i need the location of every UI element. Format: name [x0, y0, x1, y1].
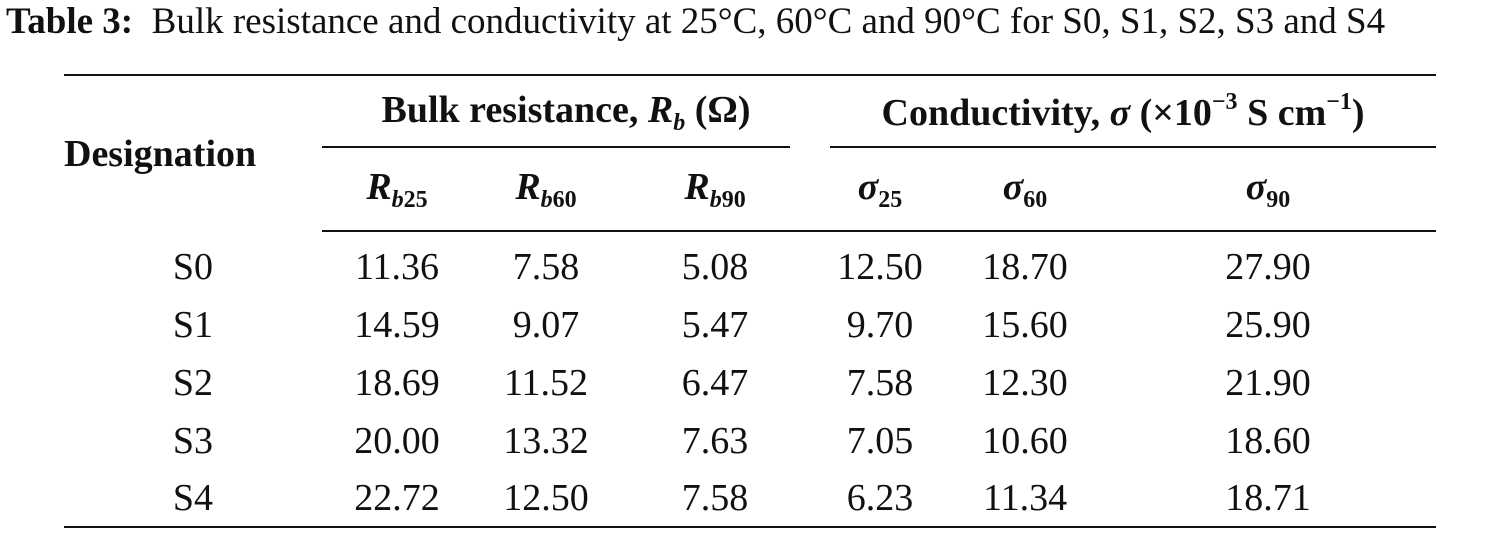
column-header-rb25: Rb25: [322, 148, 472, 232]
bulk-resistance-symbol: R: [647, 88, 674, 131]
cell-value: 18.71: [1100, 470, 1437, 528]
cell-value: 15.60: [982, 304, 1068, 346]
column-header-sigma25: σ25: [810, 148, 951, 232]
rb60-sub-italic: b: [540, 186, 553, 213]
cell-value: 27.90: [1225, 246, 1311, 288]
table-row: S4 22.72 12.50 7.58 6.23 11.34 18.71: [64, 470, 1437, 528]
data-table-container: Designation Bulk resistance, Rb (Ω) Cond…: [64, 74, 1437, 528]
cell-value: 5.08: [681, 246, 749, 288]
cell-value: 11.36: [354, 246, 440, 288]
table-header: Designation Bulk resistance, Rb (Ω) Cond…: [64, 74, 1437, 232]
rb25-sub-num: 25: [403, 186, 428, 213]
cell-value: 7.58: [620, 470, 811, 528]
rb60-sub-num: 60: [552, 186, 577, 213]
cell-value: 25.90: [1225, 304, 1311, 346]
cell-designation: S2: [172, 362, 214, 404]
table-caption: Table 3: Bulk resistance and conductivit…: [6, 0, 1385, 44]
conductivity-unit-exp: −3: [1211, 89, 1238, 115]
cell-value: 21.90: [1225, 362, 1311, 404]
sigma60-symbol: σ: [1002, 165, 1024, 208]
sigma25-sub-num: 25: [878, 186, 903, 213]
rb25-symbol: R: [366, 165, 392, 208]
sigma60-sub-num: 60: [1023, 186, 1048, 213]
sigma90-sub-num: 90: [1266, 186, 1291, 213]
rb60-symbol: R: [515, 165, 541, 208]
rb90-sub-num: 90: [721, 186, 746, 213]
conductivity-unit-prefix: (×10: [1139, 92, 1212, 134]
conductivity-symbol: σ: [1109, 92, 1131, 134]
designation-label: Designation: [64, 132, 257, 175]
group-header-conductivity: Conductivity, σ (×10−3 S cm−1): [810, 74, 1437, 149]
header-row-subcolumns: Rb25 Rb60 Rb90 σ25 σ60 σ90: [64, 148, 1437, 232]
column-header-sigma60: σ60: [950, 148, 1101, 232]
cell-value: 12.50: [472, 470, 620, 528]
table-body: S0 11.36 7.58 5.08 12.50 18.70 27.90 S1 14.59 9.0…: [64, 231, 1437, 528]
bulk-resistance-symbol-sub: b: [673, 109, 686, 136]
cell-value: 12.50: [837, 246, 923, 288]
cell-value: 12.30: [982, 362, 1068, 404]
cell-value: 22.72: [322, 470, 472, 528]
column-header-designation: Designation: [64, 74, 322, 231]
cell-value: 10.60: [982, 420, 1068, 462]
cell-value: 18.60: [1225, 420, 1311, 462]
cell-value: 7.58: [512, 246, 580, 288]
cell-designation: S1: [172, 304, 214, 346]
cell-value: 6.47: [681, 362, 749, 404]
sigma25-symbol: σ: [857, 165, 879, 208]
cell-value: 11.52: [503, 362, 589, 404]
cell-designation: S0: [172, 245, 214, 288]
conductivity-unit-exp2: −1: [1326, 89, 1352, 115]
table-row: S1 14.59 9.07 5.47 9.70 15.60 25.90: [64, 296, 1436, 354]
cell-value: 6.23: [810, 470, 951, 528]
cell-value: 9.07: [512, 304, 580, 346]
table-row: S2 18.69 11.52 6.47 7.58 12.30 21.90: [64, 354, 1436, 412]
conductivity-unit-mid: S cm: [1247, 92, 1327, 134]
cell-value: 7.63: [681, 420, 749, 462]
cell-value: 14.59: [354, 304, 440, 346]
column-header-rb90: Rb90: [620, 148, 811, 232]
cell-value: 7.58: [846, 362, 914, 404]
rb90-symbol: R: [684, 165, 710, 208]
header-row-groups: Designation Bulk resistance, Rb (Ω) Cond…: [64, 74, 1437, 231]
cell-value: 20.00: [354, 420, 440, 462]
rb25-sub-italic: b: [391, 186, 404, 213]
caption-label: Table 3:: [6, 1, 134, 42]
data-table: Designation Bulk resistance, Rb (Ω) Cond…: [64, 74, 1437, 528]
cell-designation: S4: [64, 470, 322, 528]
cell-value: 5.47: [681, 304, 749, 346]
cell-designation: S3: [172, 420, 214, 462]
table-row: S0 11.36 7.58 5.08 12.50 18.70 27.90: [64, 231, 1436, 296]
cell-value: 18.69: [354, 362, 440, 404]
column-header-sigma90: σ90: [1100, 148, 1437, 232]
conductivity-text: Conductivity,: [881, 92, 1101, 134]
cell-value: 7.05: [846, 420, 914, 462]
conductivity-unit-suffix: ): [1351, 92, 1365, 134]
caption-text: Bulk resistance and conductivity at 25°C…: [151, 1, 1386, 42]
cell-value: 18.70: [982, 246, 1068, 288]
cell-value: 11.34: [950, 470, 1101, 528]
cell-value: 13.32: [503, 420, 589, 462]
table-row: S3 20.00 13.32 7.63 7.05 10.60 18.60: [64, 412, 1436, 470]
group-header-bulk-resistance: Bulk resistance, Rb (Ω): [322, 74, 811, 149]
bulk-resistance-text: Bulk resistance,: [381, 88, 639, 131]
cell-value: 9.70: [846, 304, 914, 346]
rb90-sub-italic: b: [709, 186, 722, 213]
bulk-resistance-unit: (Ω): [694, 88, 751, 131]
sigma90-symbol: σ: [1245, 165, 1267, 208]
column-header-rb60: Rb60: [472, 148, 620, 232]
